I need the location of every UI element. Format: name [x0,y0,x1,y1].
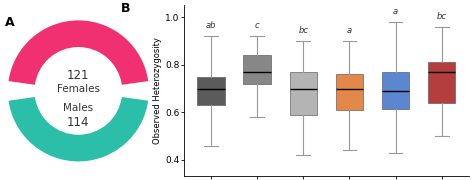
PathPatch shape [382,72,410,109]
Wedge shape [9,20,148,85]
PathPatch shape [244,55,271,84]
Text: A: A [5,16,14,29]
Wedge shape [9,97,148,161]
Text: B: B [121,2,130,15]
Text: a: a [393,7,398,16]
Text: bc: bc [298,26,309,35]
PathPatch shape [290,72,317,115]
Text: Females: Females [57,84,100,94]
Text: bc: bc [437,12,447,21]
Text: 114: 114 [67,116,90,129]
Text: c: c [255,21,260,30]
Y-axis label: Observed Heterozygosity: Observed Heterozygosity [153,37,162,144]
PathPatch shape [336,74,363,110]
PathPatch shape [197,77,225,105]
Text: a: a [347,26,352,35]
Text: ab: ab [206,21,217,30]
PathPatch shape [428,62,456,103]
Text: 121: 121 [67,69,90,82]
Text: Males: Males [64,103,93,113]
